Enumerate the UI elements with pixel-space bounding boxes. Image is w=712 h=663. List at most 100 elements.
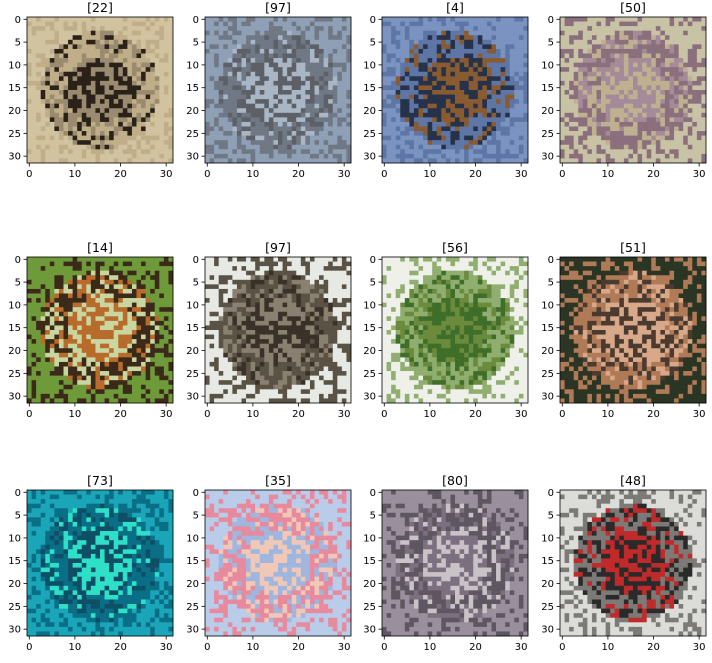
y-tick-label: 5 bbox=[15, 38, 21, 49]
x-tick-label: 0 bbox=[559, 409, 565, 420]
y-tick-label: 30 bbox=[8, 152, 21, 163]
y-tick-label: 25 bbox=[186, 129, 199, 140]
y-tick-label: 15 bbox=[186, 83, 199, 94]
y-tick-label: 5 bbox=[15, 511, 21, 522]
y-tick-label: 20 bbox=[186, 346, 199, 357]
x-tick-label: 30 bbox=[515, 409, 528, 420]
y-tick-label: 20 bbox=[8, 346, 21, 357]
x-tick-label: 0 bbox=[204, 169, 210, 180]
y-tick-label: 30 bbox=[363, 625, 376, 636]
x-tick-label: 20 bbox=[647, 169, 660, 180]
y-tick-label: 15 bbox=[186, 323, 199, 334]
y-tick-label: 0 bbox=[15, 255, 21, 266]
x-tick-label: 10 bbox=[602, 169, 615, 180]
y-tick-label: 25 bbox=[8, 369, 21, 380]
y-tick-label: 5 bbox=[193, 511, 199, 522]
x-tick-label: 10 bbox=[247, 409, 260, 420]
image-pixels bbox=[205, 490, 351, 636]
y-tick-label: 10 bbox=[8, 300, 21, 311]
y-tick-label: 10 bbox=[541, 300, 554, 311]
y-tick-label: 30 bbox=[541, 392, 554, 403]
panel-title: [4] bbox=[382, 0, 528, 16]
y-tick-label: 30 bbox=[8, 625, 21, 636]
y-tick-label: 5 bbox=[548, 38, 554, 49]
y-tick-label: 20 bbox=[363, 346, 376, 357]
x-tick-label: 20 bbox=[292, 169, 305, 180]
y-tick-label: 15 bbox=[363, 323, 376, 334]
y-tick-label: 10 bbox=[186, 300, 199, 311]
x-tick-label: 20 bbox=[647, 642, 660, 653]
x-tick-label: 20 bbox=[292, 409, 305, 420]
y-tick-label: 5 bbox=[370, 38, 376, 49]
y-tick-label: 30 bbox=[541, 152, 554, 163]
y-tick-label: 15 bbox=[541, 323, 554, 334]
x-tick-label: 10 bbox=[69, 642, 82, 653]
image-pixels bbox=[27, 490, 173, 636]
x-tick-label: 10 bbox=[602, 409, 615, 420]
x-tick-label: 20 bbox=[114, 409, 127, 420]
y-tick-label: 10 bbox=[186, 60, 199, 71]
y-tick-label: 10 bbox=[186, 533, 199, 544]
y-tick-label: 5 bbox=[193, 38, 199, 49]
panel-title: [50] bbox=[560, 0, 706, 16]
y-tick-label: 25 bbox=[541, 129, 554, 140]
y-tick-label: 20 bbox=[8, 106, 21, 117]
y-tick-label: 0 bbox=[370, 255, 376, 266]
y-tick-label: 25 bbox=[186, 369, 199, 380]
x-tick-label: 10 bbox=[69, 169, 82, 180]
y-tick-label: 0 bbox=[193, 255, 199, 266]
y-tick-label: 5 bbox=[193, 278, 199, 289]
x-tick-label: 0 bbox=[559, 169, 565, 180]
x-tick-label: 10 bbox=[424, 409, 437, 420]
image-pixels bbox=[27, 257, 173, 403]
x-tick-label: 0 bbox=[559, 642, 565, 653]
x-tick-label: 10 bbox=[602, 642, 615, 653]
image-pixels bbox=[205, 257, 351, 403]
y-tick-label: 20 bbox=[186, 106, 199, 117]
x-tick-label: 10 bbox=[247, 169, 260, 180]
panel-title: [80] bbox=[382, 473, 528, 489]
x-tick-label: 0 bbox=[381, 169, 387, 180]
panel-title: [35] bbox=[205, 473, 351, 489]
y-tick-label: 20 bbox=[8, 579, 21, 590]
y-tick-label: 25 bbox=[186, 602, 199, 613]
x-tick-label: 10 bbox=[247, 642, 260, 653]
y-tick-label: 0 bbox=[15, 488, 21, 499]
x-tick-label: 30 bbox=[515, 642, 528, 653]
y-tick-label: 20 bbox=[186, 579, 199, 590]
y-tick-label: 15 bbox=[541, 556, 554, 567]
x-tick-label: 30 bbox=[693, 169, 706, 180]
y-tick-label: 15 bbox=[541, 83, 554, 94]
y-tick-label: 30 bbox=[363, 152, 376, 163]
x-tick-label: 30 bbox=[160, 409, 173, 420]
y-tick-label: 0 bbox=[370, 488, 376, 499]
panel-title: [97] bbox=[205, 240, 351, 256]
y-tick-label: 30 bbox=[8, 392, 21, 403]
panel-title: [56] bbox=[382, 240, 528, 256]
x-tick-label: 20 bbox=[292, 642, 305, 653]
x-tick-label: 0 bbox=[381, 642, 387, 653]
x-tick-label: 20 bbox=[469, 642, 482, 653]
panel-title: [22] bbox=[27, 0, 173, 16]
y-tick-label: 15 bbox=[363, 83, 376, 94]
y-tick-label: 5 bbox=[370, 278, 376, 289]
y-tick-label: 15 bbox=[8, 83, 21, 94]
image-pixels bbox=[205, 17, 351, 163]
y-tick-label: 30 bbox=[186, 625, 199, 636]
image-pixels bbox=[382, 257, 528, 403]
x-tick-label: 0 bbox=[204, 409, 210, 420]
y-tick-label: 0 bbox=[548, 15, 554, 26]
panel-title: [97] bbox=[205, 0, 351, 16]
panel-title: [48] bbox=[560, 473, 706, 489]
